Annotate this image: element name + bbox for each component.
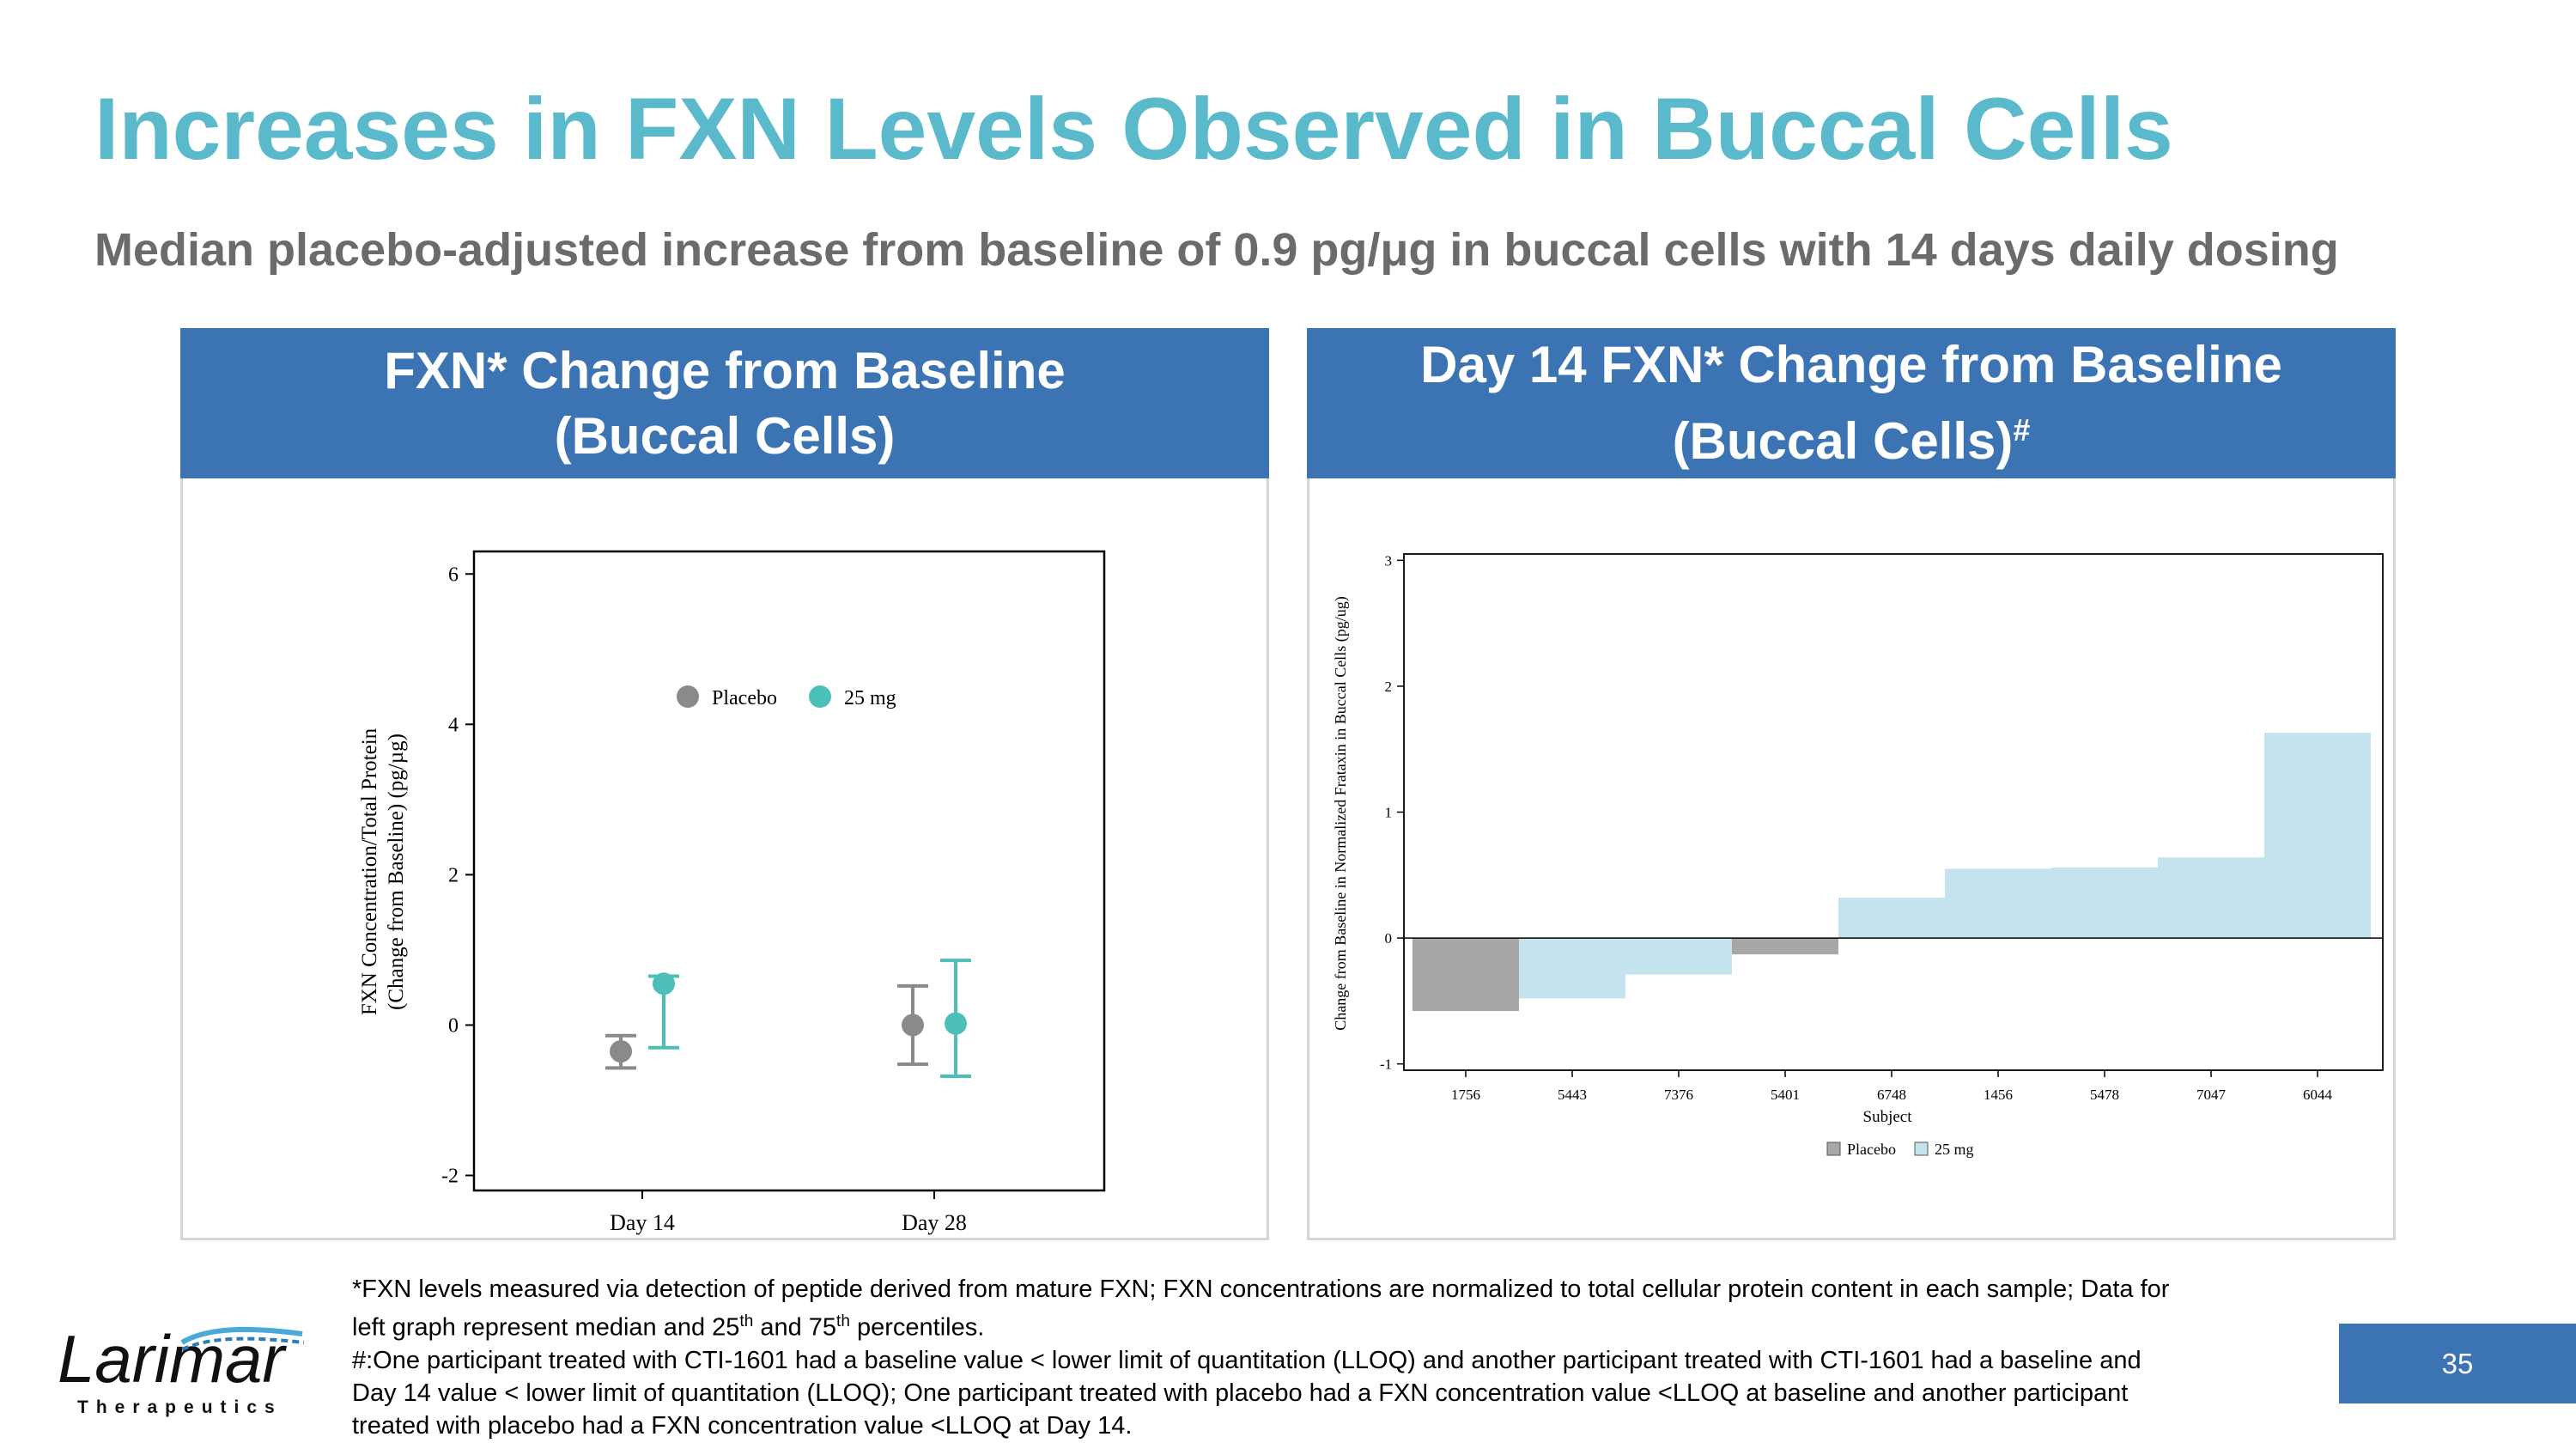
legend-placebo-label: Placebo: [712, 687, 777, 709]
right-bar-5401: [1732, 938, 1838, 955]
logo-tagline: Therapeutics: [77, 1397, 283, 1417]
page-number: 35: [2441, 1347, 2474, 1379]
slide-subtitle: Median placebo-adjusted increase from ba…: [94, 224, 2339, 276]
right-header-line2-wrap: (Buccal Cells)#: [1307, 398, 2396, 474]
footnote-line2c: percentiles.: [849, 1313, 985, 1342]
right-bar-6748: [1838, 898, 1945, 939]
footnote-line2b: and 75: [753, 1313, 837, 1342]
logo-helix-strand-icon: [181, 1336, 305, 1351]
right-bar-5478: [2051, 867, 2158, 939]
left-header-line2: (Buccal Cells): [554, 406, 896, 465]
right-ytick-label-1: 2: [1385, 679, 1393, 695]
right-ytick-label-4: -1: [1380, 1056, 1392, 1073]
left-median-point-0-1: [902, 1014, 924, 1037]
left-median-point-0-0: [610, 1040, 632, 1063]
right-header-line1: Day 14 FXN* Change from Baseline: [1420, 336, 2282, 393]
right-xtick-label-4: 6748: [1877, 1087, 1906, 1103]
footnote-line2a: left graph represent median and 25: [352, 1313, 740, 1342]
right-xtick-label-3: 5401: [1771, 1087, 1800, 1103]
footnote: *FXN levels measured via detection of pe…: [352, 1273, 2327, 1442]
right-xtick-label-6: 5478: [2090, 1087, 2119, 1103]
median-change-chart: Placebo 25 mg FXN Concentration/Total Pr…: [358, 550, 1106, 1235]
left-ylabel-line1: FXN Concentration/Total Protein: [358, 728, 381, 1015]
footnote-sup-2: th: [836, 1312, 850, 1330]
right-ylabel: Change from Baseline in Normalized Frata…: [1332, 596, 1350, 1030]
left-ytick-label-2: 2: [448, 864, 459, 886]
legend-dose-marker: [809, 685, 831, 708]
left-median-point-1-1: [945, 1012, 967, 1035]
right-xtick-label-5: 1456: [1984, 1087, 2013, 1103]
left-ytick-label-0: 6: [448, 563, 459, 586]
legend-bar-placebo-swatch: [1826, 1142, 1841, 1156]
logo-wordmark: Larimar: [58, 1321, 287, 1397]
right-bar-5443: [1519, 938, 1625, 999]
right-ytick-label-2: 1: [1385, 805, 1393, 821]
legend-bar-dose-label: 25 mg: [1935, 1141, 1974, 1158]
right-xtick-label-1: 5443: [1558, 1087, 1587, 1103]
footnote-line2: left graph represent median and 25th and…: [352, 1306, 2327, 1344]
page-number-box: 35: [2339, 1324, 2576, 1403]
right-bar-7047: [2158, 857, 2264, 939]
right-header-line2: (Buccal Cells): [1672, 412, 2014, 470]
left-header-line1: FXN* Change from Baseline: [384, 341, 1066, 399]
logo-helix-icon: [180, 1326, 303, 1345]
right-chart-panel: Day 14 FXN* Change from Baseline (Buccal…: [1307, 328, 2396, 1240]
right-xtick-label-2: 7376: [1664, 1087, 1693, 1103]
slide-title: Increases in FXN Levels Observed in Bucc…: [94, 80, 2173, 178]
right-header-sup: #: [2013, 412, 2031, 447]
footnote-sup-1: th: [739, 1312, 754, 1330]
right-ytick-label-0: 3: [1385, 552, 1393, 569]
footnote-line1: *FXN levels measured via detection of pe…: [352, 1275, 2170, 1303]
right-ytick-label-3: 0: [1385, 930, 1393, 947]
left-median-point-1-0: [653, 972, 675, 995]
right-bar-1756: [1413, 938, 1519, 1012]
right-xtick-label-0: 1756: [1451, 1087, 1480, 1103]
legend-bar-dose-swatch: [1914, 1142, 1929, 1156]
left-xtick-label-0: Day 14: [610, 1210, 675, 1235]
footnote-line3: #:One participant treated with CTI-1601 …: [352, 1346, 2142, 1374]
footnote-line5: treated with placebo had a FXN concentra…: [352, 1411, 1133, 1440]
left-panel-header: FXN* Change from Baseline (Buccal Cells): [180, 328, 1269, 478]
left-chart-panel: FXN* Change from Baseline (Buccal Cells)…: [180, 328, 1269, 1240]
right-bar-1456: [1945, 868, 2051, 939]
legend-bar-placebo-label: Placebo: [1847, 1141, 1896, 1158]
subject-change-bar-chart: Change from Baseline in Normalized Frata…: [1332, 552, 2384, 1158]
left-ytick-label-3: 0: [448, 1014, 459, 1037]
right-bar-7376: [1625, 938, 1732, 975]
legend-placebo-marker: [677, 685, 699, 708]
right-bar-6044: [2264, 733, 2371, 939]
right-xtick-label-8: 6044: [2303, 1087, 2333, 1103]
right-xtick-label-7: 7047: [2196, 1087, 2227, 1103]
left-xtick-label-1: Day 28: [902, 1210, 967, 1235]
left-plot-frame: [472, 550, 1106, 1192]
larimar-logo: Larimar Therapeutics: [58, 1321, 305, 1417]
left-ytick-label-1: 4: [448, 714, 459, 736]
footnote-line4: Day 14 value < lower limit of quantitati…: [352, 1379, 2129, 1407]
right-panel-header: Day 14 FXN* Change from Baseline (Buccal…: [1307, 328, 2396, 478]
right-xlabel: Subject: [1863, 1108, 1913, 1126]
left-ytick-label-4: -2: [441, 1165, 459, 1187]
legend-dose-label: 25 mg: [844, 687, 896, 709]
left-ylabel-line2: (Change from Baseline) (pg/µg): [385, 734, 408, 1010]
